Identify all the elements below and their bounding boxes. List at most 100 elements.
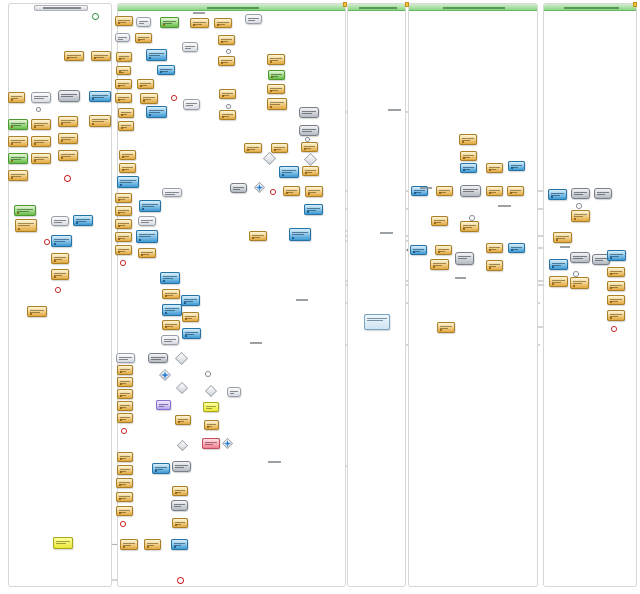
gateway-diamond[interactable] — [177, 440, 188, 451]
intermediate-event-icon[interactable] — [205, 371, 211, 377]
task-orange[interactable] — [116, 506, 133, 516]
task-blue[interactable] — [607, 250, 626, 261]
task-orange[interactable] — [117, 452, 133, 462]
end-event[interactable] — [55, 287, 61, 293]
task-blue[interactable] — [171, 539, 188, 550]
task-blue[interactable] — [89, 91, 111, 102]
intermediate-event-icon[interactable] — [226, 104, 231, 109]
task-blue[interactable] — [139, 200, 161, 212]
task-orange[interactable] — [607, 310, 625, 321]
task-orange[interactable] — [119, 150, 136, 160]
subprocess-gray[interactable] — [594, 188, 612, 199]
task-orange[interactable] — [64, 51, 84, 61]
task-blue[interactable] — [548, 189, 567, 200]
task-orange[interactable] — [120, 539, 138, 550]
gateway-diamond[interactable] — [304, 153, 317, 166]
task-blue[interactable] — [460, 163, 477, 173]
task-blue[interactable] — [411, 186, 428, 196]
task-orange[interactable] — [31, 153, 51, 164]
task-orange[interactable] — [607, 281, 625, 291]
task-orange[interactable] — [116, 478, 133, 488]
lane-5-header[interactable] — [544, 4, 636, 11]
annotation-gray[interactable] — [245, 14, 262, 24]
task-orange[interactable] — [214, 18, 232, 28]
task-orange[interactable] — [219, 110, 236, 120]
task-orange[interactable] — [271, 143, 288, 153]
task-orange[interactable] — [115, 79, 132, 89]
task-blue[interactable] — [508, 243, 525, 253]
task-orange[interactable] — [117, 465, 133, 475]
intermediate-event-icon[interactable] — [573, 271, 579, 277]
task-orange[interactable] — [58, 116, 78, 127]
task-orange[interactable] — [435, 245, 452, 255]
task-orange[interactable] — [27, 306, 47, 317]
task-orange[interactable] — [117, 401, 133, 411]
task-green[interactable] — [8, 119, 28, 130]
lane-1-header[interactable] — [9, 4, 111, 11]
subprocess-gray[interactable] — [172, 461, 191, 472]
annotation-gray[interactable] — [31, 92, 51, 103]
task-orange[interactable] — [218, 56, 235, 66]
task-orange[interactable] — [137, 79, 154, 89]
subprocess-gray[interactable] — [171, 500, 188, 511]
task-orange[interactable] — [115, 232, 132, 242]
task-green[interactable] — [268, 70, 285, 80]
end-event[interactable] — [44, 239, 50, 245]
task-orange[interactable] — [31, 119, 51, 130]
intermediate-event-icon[interactable] — [305, 137, 310, 142]
end-event[interactable] — [121, 428, 127, 434]
task-orange[interactable] — [119, 163, 136, 173]
task-orange[interactable] — [115, 206, 132, 216]
task-orange[interactable] — [89, 115, 111, 127]
task-blue[interactable] — [73, 215, 93, 226]
end-event[interactable] — [64, 175, 71, 182]
task-orange[interactable] — [218, 35, 235, 45]
task-orange[interactable] — [117, 389, 133, 399]
task-orange[interactable] — [249, 231, 267, 241]
task-orange[interactable] — [571, 210, 590, 222]
task-blue[interactable] — [162, 304, 182, 316]
task-orange[interactable] — [305, 186, 323, 197]
task-orange[interactable] — [8, 136, 28, 147]
task-orange[interactable] — [116, 66, 131, 75]
subprocess-gray[interactable] — [455, 252, 474, 265]
end-event[interactable] — [171, 95, 177, 101]
start-event[interactable] — [92, 13, 99, 20]
task-orange[interactable] — [172, 518, 188, 528]
task-blue[interactable] — [181, 295, 200, 306]
task-orange[interactable] — [135, 33, 152, 43]
task-orange[interactable] — [58, 133, 78, 144]
gateway-diamond[interactable] — [176, 382, 188, 394]
task-orange[interactable] — [15, 219, 37, 232]
task-orange[interactable] — [549, 276, 568, 287]
task-orange[interactable] — [140, 93, 158, 104]
task-orange[interactable] — [302, 166, 319, 176]
end-event[interactable] — [611, 326, 617, 332]
task-blue[interactable] — [304, 204, 323, 215]
task-purple[interactable] — [156, 400, 171, 410]
task-orange[interactable] — [486, 163, 503, 173]
task-orange[interactable] — [219, 89, 236, 99]
annotation-gray[interactable] — [162, 188, 182, 197]
task-orange[interactable] — [8, 170, 28, 181]
subprocess-gray[interactable] — [571, 188, 590, 199]
task-orange[interactable] — [58, 150, 78, 161]
subprocess-gray[interactable] — [299, 125, 319, 136]
annotation-gray[interactable] — [183, 99, 200, 110]
task-blue[interactable] — [508, 161, 525, 171]
task-blue[interactable] — [160, 272, 180, 284]
annotation-gray[interactable] — [182, 42, 198, 52]
task-orange[interactable] — [570, 277, 589, 289]
subprocess-gray[interactable] — [570, 252, 590, 263]
task-orange[interactable] — [607, 267, 625, 277]
task-orange[interactable] — [553, 232, 572, 243]
subprocess-gray[interactable] — [299, 107, 319, 118]
gateway-diamond[interactable] — [205, 385, 217, 397]
task-blue[interactable] — [279, 166, 299, 178]
task-orange[interactable] — [162, 289, 180, 299]
task-blue[interactable] — [289, 228, 311, 241]
gateway-diamond[interactable] — [263, 152, 276, 165]
task-orange[interactable] — [431, 216, 448, 226]
task-orange[interactable] — [607, 295, 625, 305]
task-orange[interactable] — [486, 243, 503, 253]
